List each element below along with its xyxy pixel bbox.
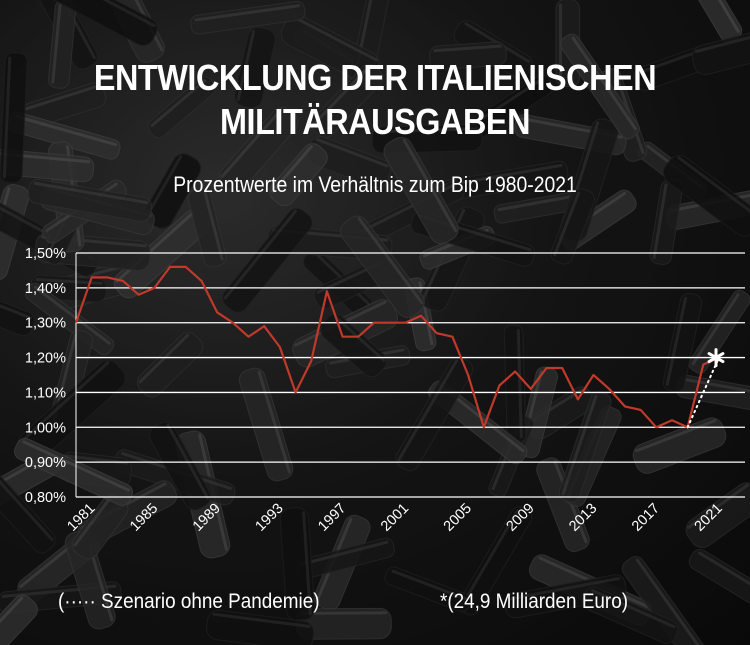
x-tick-label: 1993	[253, 501, 287, 535]
x-tick-label: 1997	[315, 501, 349, 535]
casing-shape	[0, 594, 38, 645]
casing-shape	[238, 367, 294, 482]
casing-shape	[234, 26, 276, 109]
casing-shape	[21, 82, 107, 128]
x-tick-label: 2021	[692, 501, 726, 535]
casing-shape	[295, 607, 392, 640]
x-axis: 1981 1985 1989 1993 1997 2001 2005 2009 2013 2017…	[64, 501, 725, 535]
casing-shape	[688, 289, 750, 374]
casing-shape	[395, 356, 474, 472]
asterisk-marker	[707, 348, 725, 368]
casing-shape	[320, 313, 387, 378]
casing-shape	[269, 143, 328, 207]
casing-shape	[136, 332, 204, 398]
casing-shape	[662, 292, 703, 393]
casing-shape	[187, 187, 227, 268]
y-tick-label: 1,30%	[25, 316, 66, 332]
x-tick-label: 2001	[378, 501, 412, 535]
casing-shape	[458, 506, 533, 616]
y-axis: 0,80% 0,90% 1,00% 1,10% 1,20% 1,30% 1,40% 1,50%	[25, 246, 77, 506]
casing-shape	[384, 566, 471, 613]
y-tick-label: 1,00%	[25, 420, 66, 436]
chart-subtitle: Prozentwerte im Verhältnis zum Bip 1980-…	[173, 172, 577, 197]
casing-shape	[383, 136, 459, 245]
x-tick-label: 2013	[566, 501, 600, 535]
casing-shape	[206, 609, 315, 645]
casing-shape	[462, 74, 554, 143]
casing-shape	[147, 76, 217, 139]
scenario-note: (····· Szenario ohne Pandemie)	[58, 590, 320, 613]
casing-shape	[560, 33, 640, 140]
casing-shape	[311, 63, 384, 139]
y-tick-label: 1,40%	[25, 281, 66, 297]
y-tick-label: 1,50%	[25, 246, 66, 262]
casing-shape	[279, 507, 315, 621]
y-tick-label: 1,10%	[25, 385, 66, 401]
y-tick-label: 0,80%	[25, 490, 66, 506]
asterisk-note: *(24,9 Milliarden Euro)	[440, 590, 629, 613]
chart-title-line1: ENTWICKLUNG DER ITALIENISCHEN	[93, 57, 657, 98]
gridlines	[76, 252, 745, 498]
casing-shape	[306, 136, 392, 189]
x-tick-label: 2009	[504, 501, 538, 535]
casing-shape	[219, 106, 299, 193]
series-line-scenario-no-pandemic	[686, 356, 720, 429]
casing-shape	[0, 460, 56, 554]
x-tick-label: 1989	[190, 501, 224, 535]
x-tick-label: 1985	[127, 501, 161, 535]
casing-shape	[48, 0, 77, 89]
casing-shape	[42, 0, 158, 46]
y-tick-label: 0,90%	[25, 455, 66, 471]
casing-shape	[429, 41, 507, 71]
casing-shape	[340, 215, 425, 318]
casing-shape	[691, 31, 750, 76]
casing-shape	[27, 178, 153, 222]
series-layer	[74, 265, 725, 429]
series-line-military-spending	[74, 265, 720, 429]
casing-shape	[504, 574, 627, 619]
x-tick-label: 2005	[441, 501, 475, 535]
y-tick-label: 1,20%	[25, 351, 66, 367]
x-tick-label: 1981	[64, 501, 98, 535]
chart-title-line2: MILITÄRAUSGABEN	[219, 101, 531, 142]
casing-shape	[0, 292, 35, 337]
casing-shape	[662, 154, 750, 237]
casing-shape	[550, 188, 596, 265]
casing-shape	[190, 0, 306, 35]
casing-shape	[558, 391, 612, 503]
x-tick-label: 2017	[629, 501, 663, 535]
casing-shape	[685, 482, 750, 549]
casing-shape	[688, 548, 750, 604]
casing-shape	[582, 586, 679, 644]
casing-shape	[0, 52, 28, 184]
casing-shape	[222, 208, 313, 313]
